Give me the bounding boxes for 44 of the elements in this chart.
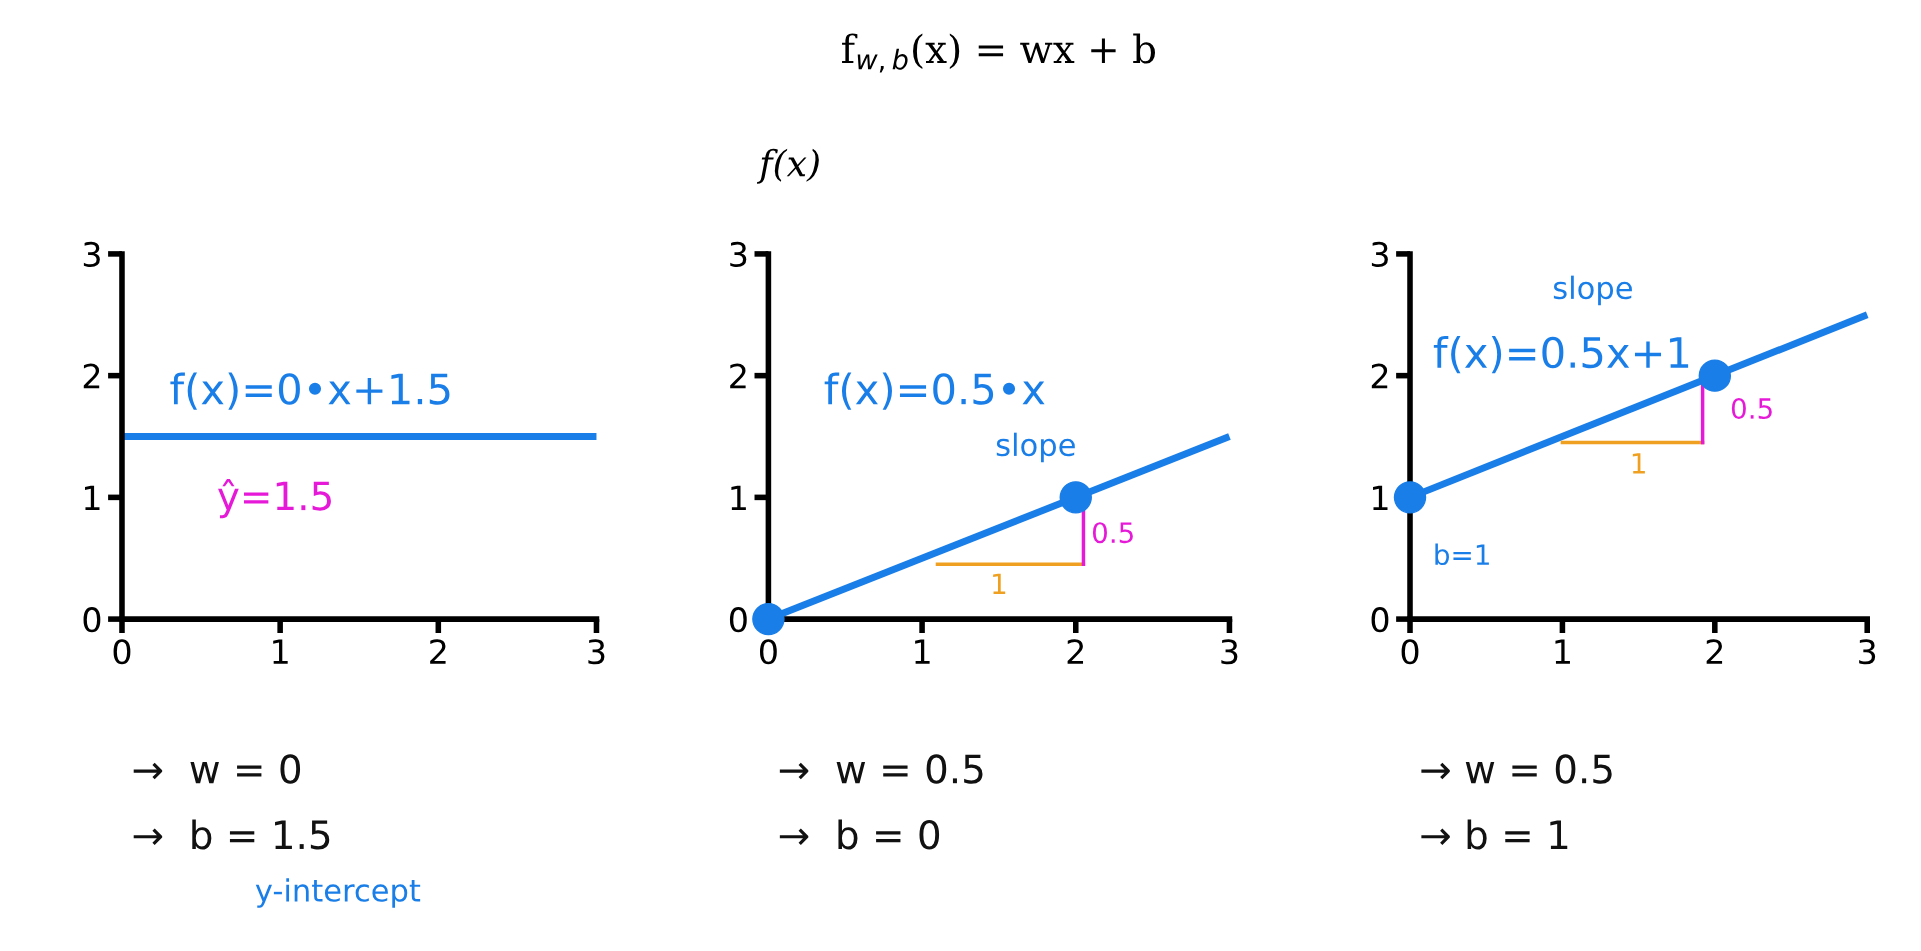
y-tick-label: 3	[1371, 241, 1388, 268]
annotation: 0.5	[1092, 522, 1133, 544]
x-tick-label: 3	[1221, 639, 1238, 665]
annotation: f(x)=0.5x+1	[1433, 336, 1689, 374]
annotation: b=1	[1435, 543, 1489, 566]
y-tick-label: 2	[1371, 363, 1388, 389]
x-tick-label: 1	[273, 639, 288, 664]
y-tick-label: 3	[730, 241, 747, 268]
y-axis-title: f(x)	[756, 148, 819, 184]
y-tick-label: 0	[83, 607, 101, 633]
y-tick-label: 2	[730, 363, 746, 389]
y-tick-label: 1	[84, 485, 100, 511]
text: → w = 0.5	[1421, 754, 1612, 784]
annotation: 1	[1632, 453, 1645, 474]
x-tick-label: 1	[915, 639, 930, 664]
text: → w = 0	[133, 754, 301, 784]
annotation: slope	[1553, 275, 1632, 306]
x-tick-label: 3	[1859, 639, 1876, 665]
annotation: ŷ=1.5	[218, 478, 331, 519]
x-tick-label: 0	[113, 639, 131, 665]
x-tick-label: 2	[430, 639, 446, 664]
text: → w = 0.5	[779, 754, 983, 784]
annotation: f(x)=0.5•x	[824, 372, 1045, 410]
text: y-intercept	[255, 878, 421, 908]
y-tick-label: 3	[83, 241, 100, 268]
text: → b = 0	[779, 819, 940, 850]
x-tick-label: 1	[1555, 639, 1570, 664]
y-tick-label: 2	[83, 363, 100, 389]
x-tick-label: 0	[759, 639, 777, 665]
x-tick-label: 2	[1067, 639, 1084, 664]
x-tick-label: 0	[1401, 639, 1419, 665]
text: → b = 1.5	[133, 819, 330, 850]
y-tick-label: 0	[1371, 607, 1389, 633]
x-tick-label: 3	[588, 639, 605, 665]
annotation: 1	[993, 573, 1006, 594]
y-tick-label: 0	[729, 607, 747, 633]
x-tick-label: 2	[1706, 639, 1723, 664]
chart-title: f$_{w,b}$(x) = wx + b	[842, 33, 1156, 73]
text: → b = 1	[1421, 819, 1568, 850]
annotation: 0.5	[1731, 397, 1772, 420]
annotation: slope	[996, 432, 1075, 463]
annotation: f(x)=0•x+1.5	[170, 372, 450, 410]
y-tick-label: 1	[1373, 485, 1388, 511]
y-tick-label: 1	[731, 485, 746, 511]
